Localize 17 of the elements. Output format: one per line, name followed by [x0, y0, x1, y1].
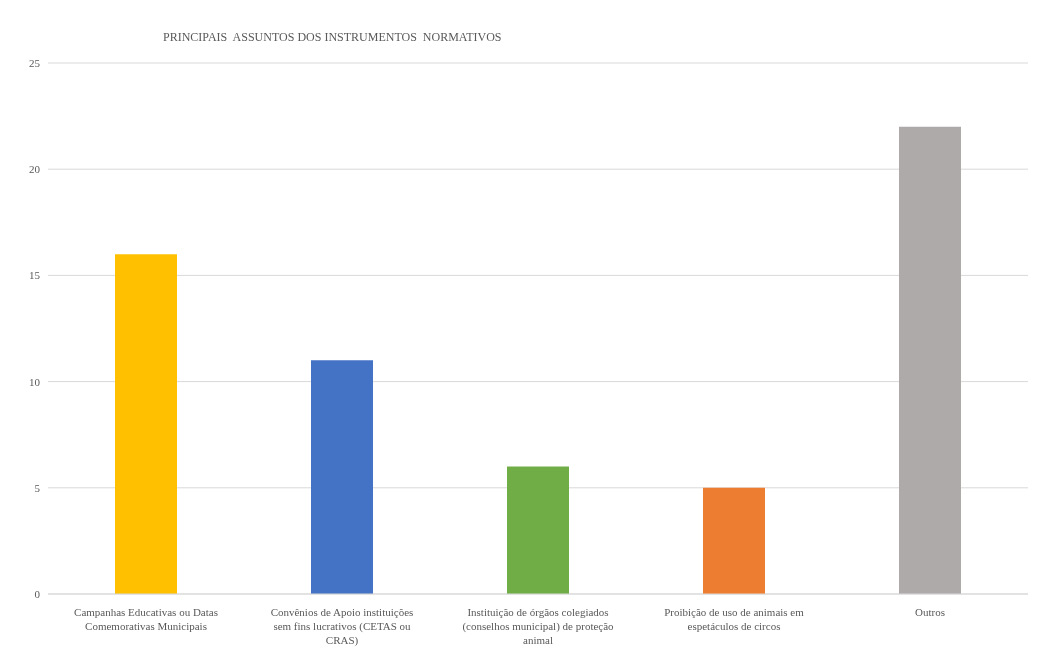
- chart-title: PRINCIPAIS ASSUNTOS DOS INSTRUMENTOS NORMATIVOS: [163, 30, 502, 45]
- bar: [703, 487, 765, 594]
- y-tick-label: 0: [34, 587, 41, 600]
- bar: [899, 126, 961, 594]
- y-tick-label: 25: [29, 56, 41, 69]
- x-tick-label: Outros: [915, 606, 945, 618]
- y-tick-label: 10: [29, 375, 41, 388]
- x-tick-label: Convênios de Apoio instituições sem fins lucrativos (CETAS ou CRAS): [270, 606, 414, 647]
- y-tick-label: 5: [34, 481, 41, 494]
- x-tick-label: Campanhas Educativas ou Datas Comemorativas Municipais: [74, 606, 218, 632]
- y-tick-label: 15: [29, 269, 41, 282]
- bar: [507, 466, 569, 594]
- x-tick-label: Instituição de órgãos colegiados (conselhos municipal) de proteção animal: [462, 606, 615, 646]
- bar: [311, 360, 373, 594]
- bar: [115, 254, 177, 594]
- x-tick-label: Proibição de uso de animais em espetáculos de circos: [664, 606, 805, 632]
- y-tick-label: 20: [29, 163, 41, 176]
